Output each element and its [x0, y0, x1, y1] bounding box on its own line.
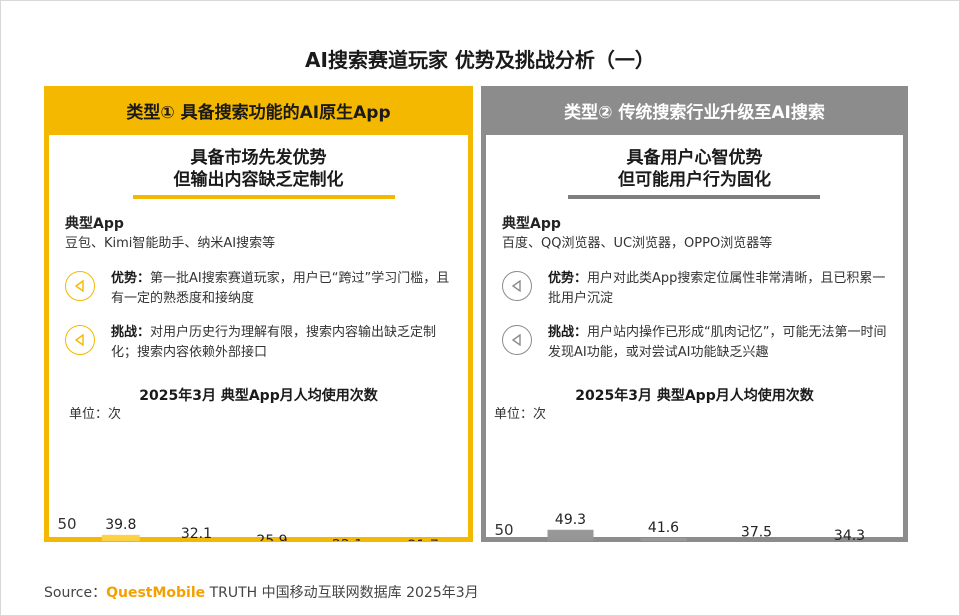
source-text: TRUTH 中国移动互联网数据库 2025年3月	[205, 585, 479, 601]
bar-value-label: 37.5	[741, 525, 772, 541]
challenge-text-block: 挑战：用户站内操作已形成“肌肉记忆”，可能无法第一时间发现AI功能，或对尝试AI…	[548, 323, 893, 363]
advantage-point: 优势：用户对此类App搜索定位属性非常清晰，且已积累一批用户沉淀	[502, 269, 892, 309]
source-brand: QuestMobile	[106, 585, 206, 601]
advantage-text-block: 优势：第一批AI搜索赛道玩家，用户已“跨过”学习门槛，且有一定的熟悉度和接纳度	[111, 269, 456, 309]
advantage-point: 优势：第一批AI搜索赛道玩家，用户已“跨过”学习门槛，且有一定的熟悉度和接纳度	[65, 269, 455, 309]
subtitle-line-1: 具备用户心智优势	[626, 148, 763, 168]
panel-subtitle: 具备用户心智优势 但可能用户行为固化	[486, 147, 903, 191]
challenge-text-block: 挑战：对用户历史行为理解有限，搜索内容输出缺乏定制化；搜索内容依赖外部接口	[111, 323, 456, 363]
panel-traditional-search: 类型② 传统搜索行业升级至AI搜索 具备用户心智优势 但可能用户行为固化 典型A…	[481, 86, 908, 542]
bar-value-label: 41.6	[648, 520, 679, 536]
source-note: Source：QuestMobile TRUTH 中国移动互联网数据库 2025…	[44, 582, 479, 602]
challenge-text: 用户站内操作已形成“肌肉记忆”，可能无法第一时间发现AI功能，或对尝试AI功能缺…	[548, 325, 887, 360]
advantage-label: 优势：	[548, 271, 588, 286]
source-prefix: Source：	[44, 585, 107, 601]
subtitle-line-2: 但可能用户行为固化	[618, 170, 771, 190]
advantage-text: 用户对此类App搜索定位属性非常清晰，且已积累一批用户沉淀	[548, 271, 886, 306]
bar-value-label: 25.9	[256, 533, 287, 541]
challenge-text: 对用户历史行为理解有限，搜索内容输出缺乏定制化；搜索内容依赖外部接口	[111, 325, 437, 360]
subtitle-line-2: 但输出内容缺乏定制化	[173, 170, 344, 190]
bar	[101, 534, 140, 541]
bar-value-label: 32.1	[181, 526, 212, 541]
bar	[640, 538, 687, 541]
page-title: AI搜索赛道玩家 优势及挑战分析（一）	[305, 48, 655, 72]
bar	[547, 529, 594, 541]
typical-app-list: 百度、QQ浏览器、UC浏览器，OPPO浏览器等	[502, 236, 773, 251]
challenge-label: 挑战：	[111, 325, 151, 340]
typical-app-list: 豆包、Kimi智能助手、纳米AI搜索等	[65, 236, 276, 251]
bar-value-label: 49.3	[555, 512, 586, 528]
panel-subtitle: 具备市场先发优势 但输出内容缺乏定制化	[49, 147, 468, 191]
panel-header: 类型② 传统搜索行业升级至AI搜索	[486, 91, 903, 135]
chart-title: 2025年3月 典型App月人均使用次数	[139, 388, 378, 404]
challenge-point: 挑战：用户站内操作已形成“肌肉记忆”，可能无法第一时间发现AI功能，或对尝试AI…	[502, 323, 892, 363]
bar-value-label: 22.1	[332, 537, 363, 541]
triangle-left-icon	[65, 325, 95, 355]
triangle-left-icon	[502, 325, 532, 355]
panel-header: 类型① 具备搜索功能的AI原生App	[49, 91, 468, 135]
typical-app-label: 典型App	[65, 216, 124, 232]
challenge-point: 挑战：对用户历史行为理解有限，搜索内容输出缺乏定制化；搜索内容依赖外部接口	[65, 323, 455, 363]
advantage-label: 优势：	[111, 271, 151, 286]
advantage-text-block: 优势：用户对此类App搜索定位属性非常清晰，且已积累一批用户沉淀	[548, 269, 893, 309]
y-tick-label: 50	[494, 521, 513, 539]
advantage-text: 第一批AI搜索赛道玩家，用户已“跨过”学习门槛，且有一定的熟悉度和接纳度	[111, 271, 450, 306]
y-tick-label: 50	[57, 515, 76, 533]
chart-unit: 单位：次	[494, 407, 547, 422]
typical-app-label: 典型App	[502, 216, 561, 232]
subtitle-underline	[568, 195, 820, 199]
triangle-left-icon	[65, 271, 95, 301]
bar-value-label: 39.8	[105, 517, 136, 533]
bar-value-label: 34.3	[834, 528, 865, 541]
subtitle-line-1: 具备市场先发优势	[190, 148, 327, 168]
chart-title: 2025年3月 典型App月人均使用次数	[575, 388, 814, 404]
usage-bar-chart-left: 5025039.8豆包32.1DeepSeek25.9Kimi智能助手22.1腾…	[57, 515, 439, 541]
usage-bar-chart-right: 5025049.3百度41.6UC浏览器37.5QQ浏览器34.3OPPO浏览器	[494, 512, 865, 541]
panel-ai-native: 类型① 具备搜索功能的AI原生App 具备市场先发优势 但输出内容缺乏定制化 典…	[44, 86, 473, 542]
triangle-left-icon	[502, 271, 532, 301]
challenge-label: 挑战：	[548, 325, 588, 340]
bar-value-label: 21.7	[408, 538, 439, 541]
subtitle-underline	[133, 195, 395, 199]
chart-unit: 单位：次	[69, 407, 122, 422]
